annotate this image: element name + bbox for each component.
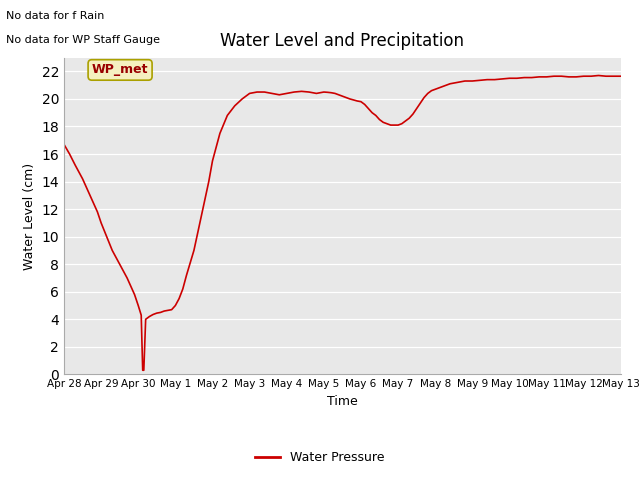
Text: WP_met: WP_met bbox=[92, 63, 148, 76]
X-axis label: Time: Time bbox=[327, 395, 358, 408]
Text: No data for WP Staff Gauge: No data for WP Staff Gauge bbox=[6, 35, 161, 45]
Text: No data for f Rain: No data for f Rain bbox=[6, 11, 105, 21]
Legend: Water Pressure: Water Pressure bbox=[250, 446, 390, 469]
Title: Water Level and Precipitation: Water Level and Precipitation bbox=[220, 33, 465, 50]
Y-axis label: Water Level (cm): Water Level (cm) bbox=[23, 162, 36, 270]
